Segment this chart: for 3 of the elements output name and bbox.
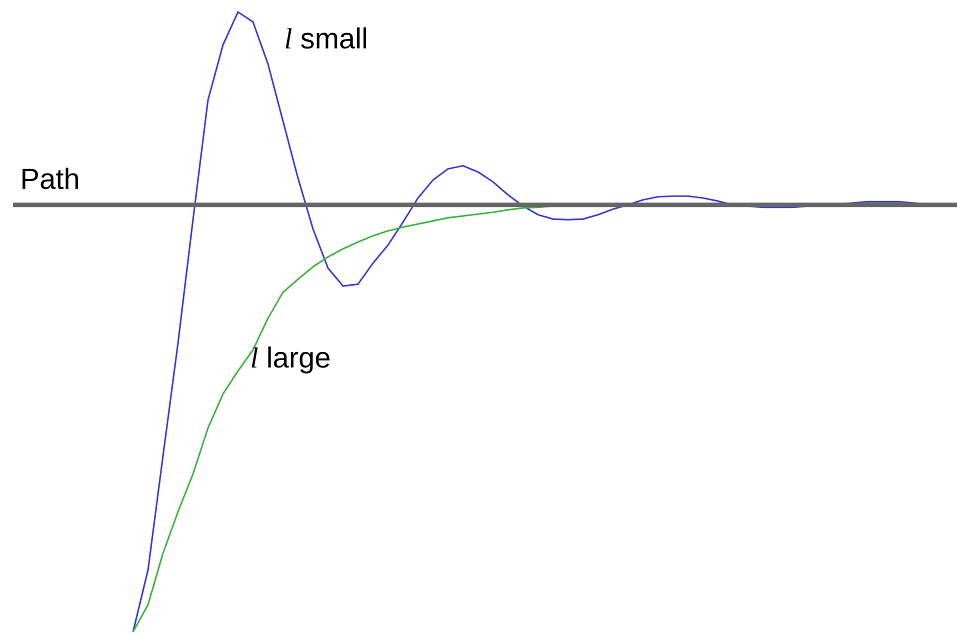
series-label: l small: [286, 27, 366, 49]
series-label: l large: [252, 346, 330, 374]
ref-line-label: Path: [22, 168, 78, 190]
